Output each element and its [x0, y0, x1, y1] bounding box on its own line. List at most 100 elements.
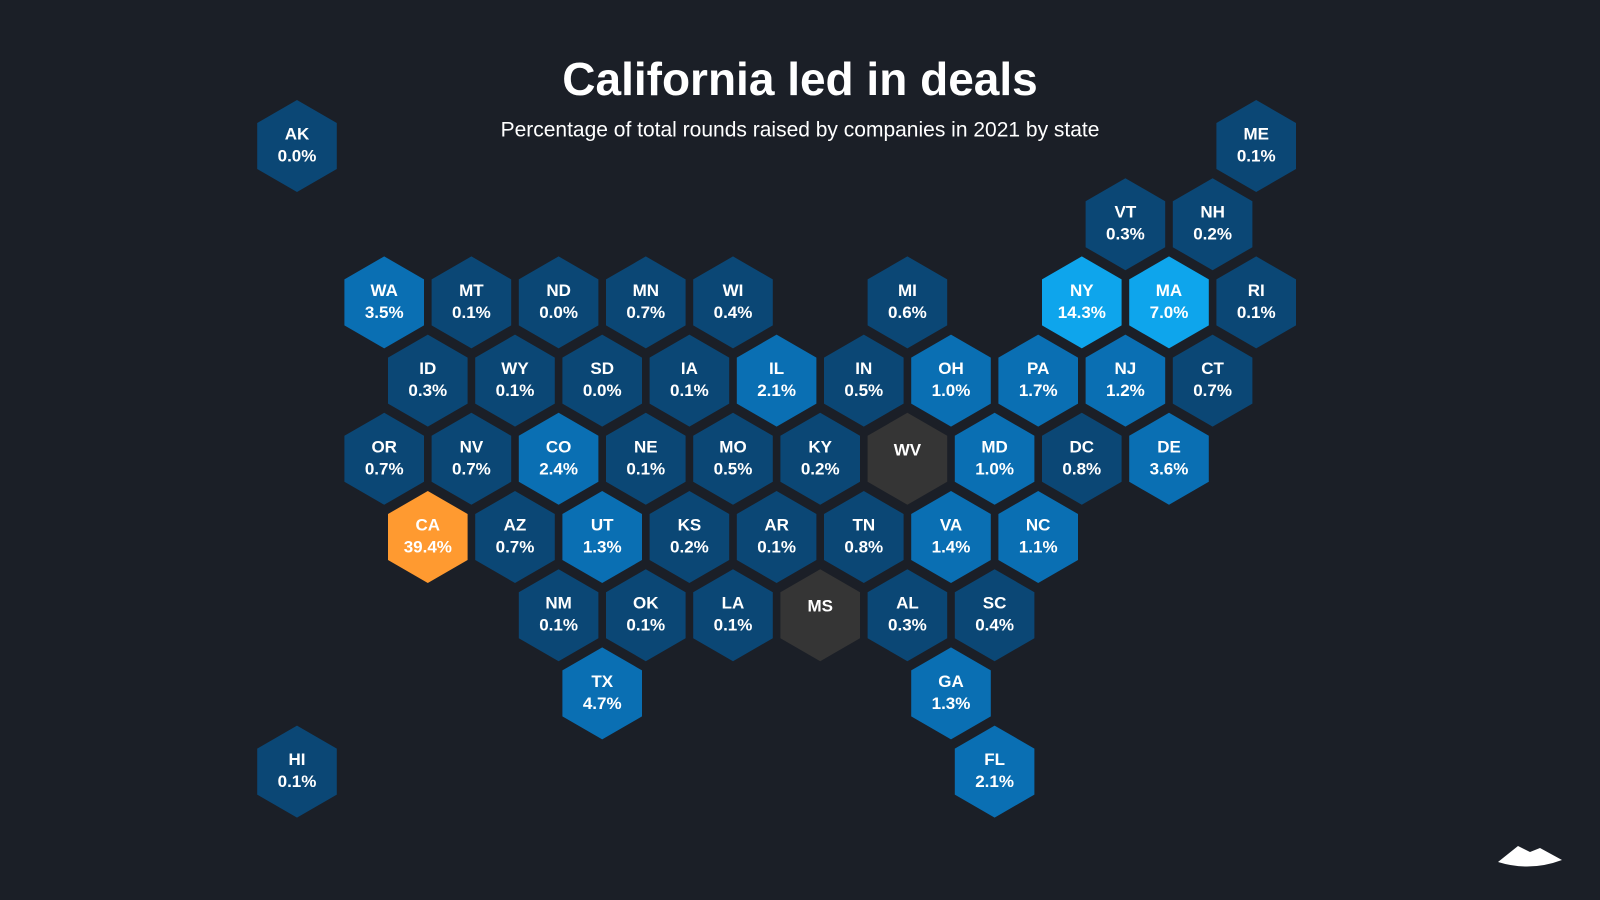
- value-label: 1.1%: [1019, 537, 1058, 556]
- value-label: 0.4%: [714, 303, 753, 322]
- state-hex: [344, 412, 424, 505]
- value-label: 3.5%: [365, 303, 404, 322]
- state-hex: [1085, 178, 1166, 271]
- state-label: SC: [983, 594, 1007, 613]
- state-label: TN: [852, 515, 875, 534]
- value-label: 0.2%: [801, 459, 840, 478]
- state-label: HI: [289, 750, 306, 769]
- state-hex: [562, 491, 642, 583]
- value-label: 0.1%: [452, 303, 491, 322]
- chart-subtitle: Percentage of total rounds raised by com…: [501, 119, 1100, 142]
- value-label: 1.7%: [1019, 381, 1058, 400]
- value-label: 0.0%: [539, 303, 578, 322]
- value-label: 0.3%: [408, 381, 447, 400]
- value-label: 0.1%: [670, 381, 709, 400]
- value-label: 0.1%: [626, 459, 665, 478]
- state-label: CO: [546, 437, 572, 456]
- state-label: PA: [1027, 359, 1049, 378]
- state-hex: [518, 569, 599, 662]
- state-label: NY: [1070, 281, 1094, 300]
- state-label: NJ: [1115, 359, 1137, 378]
- state-label: WI: [723, 281, 744, 300]
- state-label: MT: [459, 281, 484, 300]
- state-hex: [911, 491, 991, 583]
- value-label: 0.0%: [583, 381, 622, 400]
- value-label: 0.4%: [975, 616, 1014, 635]
- value-label: 0.5%: [714, 459, 753, 478]
- value-label: 4.7%: [583, 694, 622, 713]
- state-hex: [518, 256, 599, 349]
- logo: [1498, 846, 1562, 867]
- state-hex: [606, 569, 686, 662]
- state-label: IA: [681, 359, 698, 378]
- state-hex: [1172, 178, 1253, 271]
- value-label: 3.6%: [1150, 459, 1189, 478]
- state-hex: [475, 334, 555, 427]
- state-hex: [649, 334, 730, 427]
- hex-map: AK 0.0% ME 0.1% VT 0.3% NH 0.2% WA 3.5% MT 0.1% ND 0.…: [257, 100, 1296, 818]
- value-label: 0.2%: [1193, 225, 1232, 244]
- state-hex: [693, 256, 773, 349]
- state-label: NH: [1200, 203, 1225, 222]
- state-label: MO: [719, 437, 746, 456]
- state-hex: [1129, 256, 1209, 349]
- state-hex: [1042, 412, 1122, 505]
- state-label: MI: [898, 281, 917, 300]
- state-label: AK: [285, 124, 310, 143]
- value-label: 0.5%: [844, 381, 883, 400]
- state-hex: [1172, 334, 1253, 427]
- state-label: AZ: [504, 515, 527, 534]
- state-hex: [824, 334, 904, 427]
- state-label: OH: [938, 359, 964, 378]
- state-hex: [518, 412, 599, 505]
- value-label: 0.1%: [757, 537, 796, 556]
- state-label: DC: [1070, 437, 1095, 456]
- state-hex: [954, 412, 1035, 505]
- state-hex: [998, 491, 1078, 583]
- state-label: AR: [764, 515, 789, 534]
- value-label: 0.6%: [888, 303, 927, 322]
- value-label: 0.1%: [1237, 303, 1276, 322]
- state-label: GA: [938, 672, 964, 691]
- state-hex: [606, 412, 686, 505]
- state-hex: [954, 569, 1035, 662]
- value-label: 0.3%: [888, 616, 927, 635]
- chart-title: California led in deals: [562, 53, 1037, 105]
- value-label: 0.7%: [452, 459, 491, 478]
- value-label: 1.4%: [932, 537, 971, 556]
- state-hex: [1216, 256, 1296, 349]
- state-label: KS: [678, 515, 702, 534]
- state-label: DE: [1157, 437, 1181, 456]
- state-label: KY: [808, 437, 832, 456]
- value-label: 39.4%: [404, 537, 452, 556]
- state-label: IL: [769, 359, 784, 378]
- state-label: WA: [371, 281, 398, 300]
- state-label: MD: [981, 437, 1007, 456]
- value-label: 0.7%: [496, 537, 535, 556]
- state-hex: [1042, 256, 1122, 349]
- value-label: 0.1%: [496, 381, 535, 400]
- state-hex: [431, 256, 512, 349]
- state-hex: [780, 569, 860, 662]
- state-hex: [954, 725, 1035, 818]
- state-label: WY: [501, 359, 529, 378]
- state-label: AL: [896, 594, 919, 613]
- state-label: UT: [591, 515, 614, 534]
- state-hex: [1129, 412, 1209, 505]
- state-label: WV: [894, 440, 922, 459]
- state-label: VT: [1115, 203, 1137, 222]
- value-label: 1.3%: [583, 537, 622, 556]
- value-label: 1.2%: [1106, 381, 1145, 400]
- state-hex: [998, 334, 1078, 427]
- state-label: MS: [807, 597, 833, 616]
- state-hex: [867, 256, 948, 349]
- state-hex: [867, 412, 948, 505]
- state-label: SD: [590, 359, 614, 378]
- state-hex: [736, 491, 817, 583]
- state-hex: [911, 334, 991, 427]
- state-label: ME: [1243, 124, 1269, 143]
- state-label: OR: [371, 437, 397, 456]
- state-label: ID: [419, 359, 436, 378]
- state-hex: [562, 647, 642, 740]
